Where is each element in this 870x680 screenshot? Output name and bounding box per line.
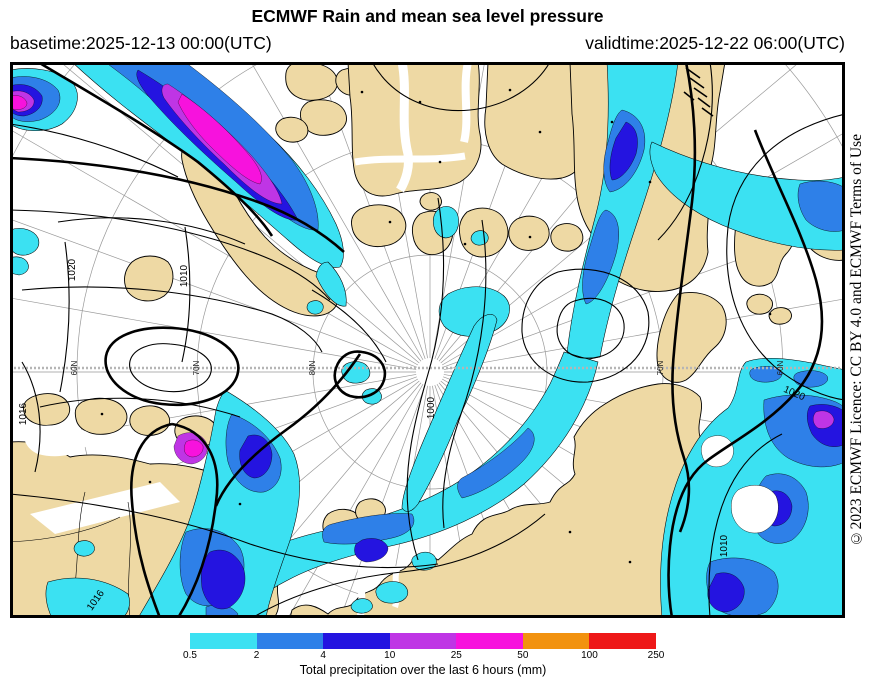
legend-tick-label: 0.5 <box>183 650 197 661</box>
islet-specks <box>100 88 772 564</box>
legend-tick-label: 25 <box>450 650 462 661</box>
lat-label-70n-west: 70N <box>192 360 201 375</box>
latitude-labels: 60N 70N 80N 70N 60N <box>70 360 785 375</box>
legend-tick-label: 2 <box>253 650 260 661</box>
map-border <box>10 62 845 618</box>
isobar-label-1010-west: 1010 <box>179 264 190 287</box>
isobar-layer <box>10 62 845 618</box>
lat-label-80n-west: 80N <box>308 360 317 375</box>
copyright-text: ©2023 ECMWF Licence: CC BY 4.0 and ECMWF… <box>848 133 865 547</box>
lat-label-70n-east: 70N <box>656 360 665 375</box>
legend-segment <box>456 633 523 649</box>
validtime-label: validtime:2025-12-22 06:00(UTC) <box>585 33 845 53</box>
legend-ticks: 0.5 2 4 10 25 50 100 250 <box>183 650 664 662</box>
legend-tick-label: 50 <box>517 650 529 661</box>
lat-label-60n-west: 60N <box>70 360 79 375</box>
legend-bar <box>190 633 657 649</box>
isobar-label-1016-left: 1016 <box>18 402 29 425</box>
legend-segment <box>256 633 324 649</box>
precipitation-layer <box>10 62 845 618</box>
copyright-notice: ©2023 ECMWF Licence: CC BY 4.0 and ECMWF… <box>845 62 869 618</box>
time-row: basetime:2025-12-13 00:00(UTC) validtime… <box>10 33 845 54</box>
legend-tick-label: 250 <box>647 650 665 661</box>
legend-segment <box>323 633 390 649</box>
legend-tick-label: 4 <box>320 650 326 661</box>
page-title: ECMWF Rain and mean sea level pressure <box>251 6 604 26</box>
isobar-label-1000-center: 1000 <box>426 396 437 419</box>
weather-map: 1020 1010 1000 1016 1010 1020 1016 60N 7… <box>10 62 845 618</box>
legend-segment <box>589 633 657 649</box>
legend-caption: Total precipitation over the last 6 hour… <box>299 663 547 677</box>
legend-segment <box>389 633 457 649</box>
basetime-label: basetime:2025-12-13 00:00(UTC) <box>10 33 272 53</box>
isobar-label-1010-southeast: 1010 <box>719 534 730 557</box>
legend-segment <box>190 633 257 649</box>
isobar-label-1020-west: 1020 <box>67 258 78 281</box>
lat-label-60n-east: 60N <box>776 360 785 375</box>
water-channels <box>10 62 472 618</box>
legend-tick-label: 10 <box>384 650 396 661</box>
fjord-hatching <box>683 67 714 117</box>
map-area: 1020 1010 1000 1016 1010 1020 1016 60N 7… <box>10 62 845 618</box>
legend-tick-label: 100 <box>581 650 598 661</box>
legend-segment <box>522 633 590 649</box>
